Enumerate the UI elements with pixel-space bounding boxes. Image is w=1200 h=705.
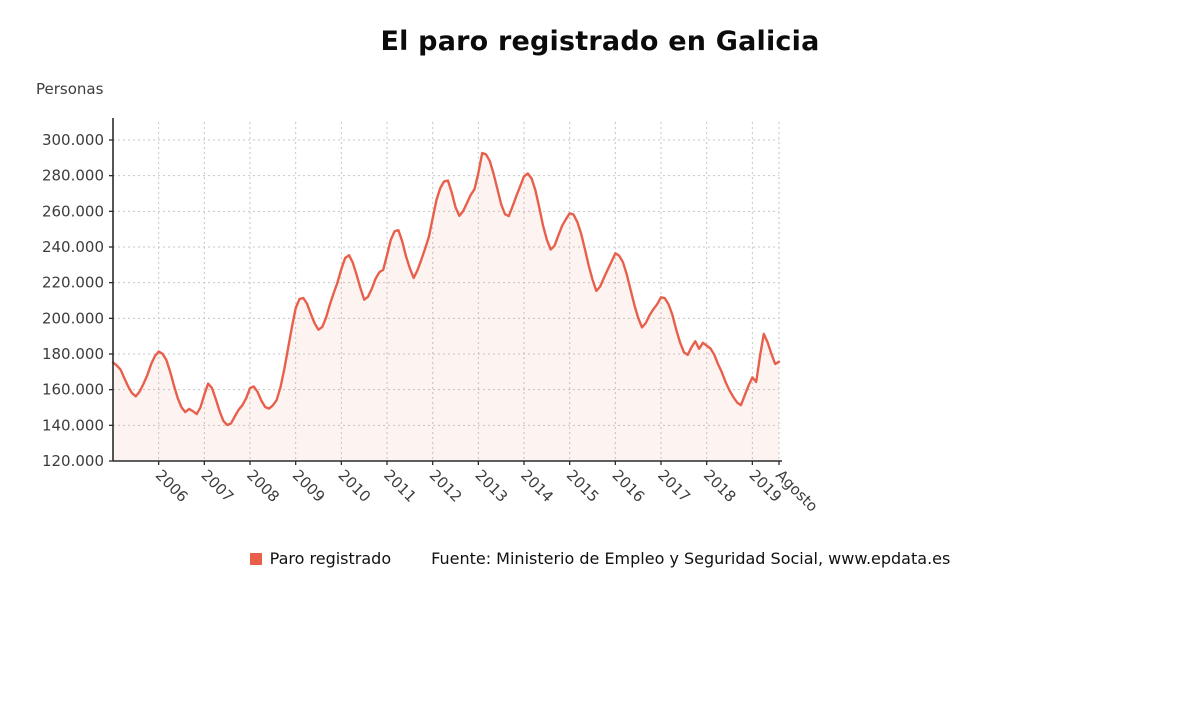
y-tick-label: 160.000 xyxy=(42,381,104,399)
y-tick-label: 260.000 xyxy=(42,202,104,220)
x-tick-label: 2010 xyxy=(335,466,375,506)
series-area-fill xyxy=(113,153,779,461)
x-tick-label: 2012 xyxy=(426,466,466,506)
y-axis-title: Personas xyxy=(36,80,104,98)
y-tick-label: 220.000 xyxy=(42,274,104,292)
source-attribution: Fuente: Ministerio de Empleo y Seguridad… xyxy=(431,549,951,568)
x-tick-label: 2013 xyxy=(472,466,512,506)
x-tick-label: 2018 xyxy=(700,466,740,506)
x-tick-label: 2016 xyxy=(609,466,649,506)
x-tick-label: 2008 xyxy=(243,466,283,506)
y-tick-label: 120.000 xyxy=(42,452,104,470)
chart-title: El paro registrado en Galicia xyxy=(380,26,820,57)
y-tick-label: 200.000 xyxy=(42,309,104,327)
legend-color-swatch xyxy=(249,552,262,565)
x-tick-label: 2017 xyxy=(654,466,694,506)
x-tick-label: 2007 xyxy=(198,466,238,506)
legend-and-source: Paro registrado Fuente: Ministerio de Em… xyxy=(0,549,1200,568)
y-tick-label: 240.000 xyxy=(42,238,104,256)
x-tick-label: 2009 xyxy=(289,466,329,506)
y-tick-label: 300.000 xyxy=(42,131,104,149)
legend-label: Paro registrado xyxy=(269,549,392,568)
legend-item-paro-registrado[interactable]: Paro registrado xyxy=(249,549,392,568)
y-tick-label: 280.000 xyxy=(42,167,104,185)
x-tick-label: 2006 xyxy=(152,466,192,506)
series-line-paro-registrado xyxy=(111,151,781,427)
x-tick-label: 2015 xyxy=(563,466,603,506)
x-tick-label: 2014 xyxy=(517,466,557,506)
x-tick-label: 2011 xyxy=(380,466,420,506)
y-tick-label: 140.000 xyxy=(42,416,104,434)
y-tick-label: 180.000 xyxy=(42,345,104,363)
